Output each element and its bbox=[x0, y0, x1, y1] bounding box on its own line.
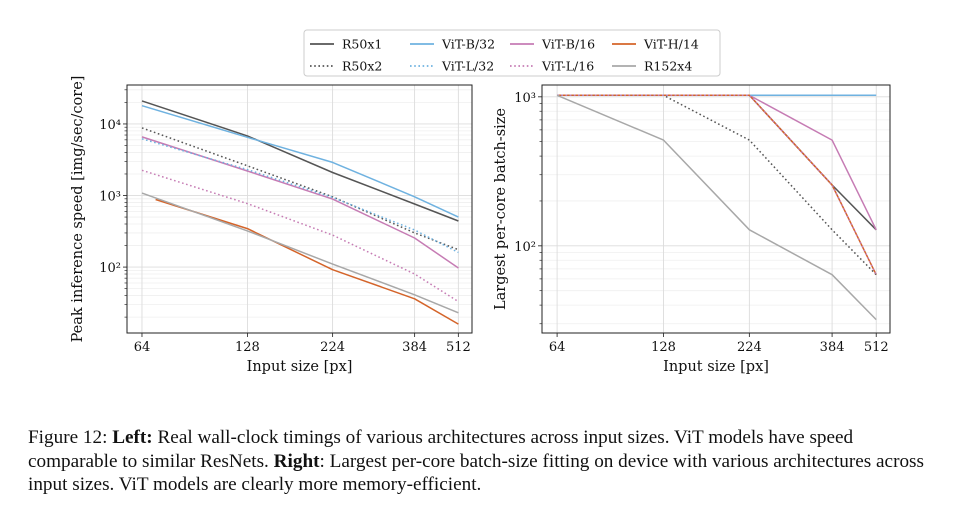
left-y-tick-label: 10⁴ bbox=[99, 118, 121, 133]
legend-label-r152x4: R152x4 bbox=[644, 59, 692, 74]
left-y-tick-label: 10² bbox=[99, 261, 121, 276]
left-series-vit-h-14 bbox=[155, 198, 459, 325]
legend-frame bbox=[303, 29, 721, 77]
left-series-lines bbox=[141, 100, 459, 325]
right-plot: 10² 10³ 64 128 224 384 512 Input size [px] Large… bbox=[493, 84, 891, 375]
left-axes-frame bbox=[126, 84, 473, 334]
right-y-axis-label: Largest per-core batch-size bbox=[493, 108, 509, 310]
left-plot: 10² 10³ 10⁴ 64 128 224 384 512 Input size [px] Pe… bbox=[70, 76, 473, 375]
legend-label-vit-l-32: ViT-L/32 bbox=[441, 59, 494, 74]
right-axes-frame bbox=[541, 84, 891, 334]
right-series-lines bbox=[556, 94, 877, 321]
left-x-tick-label: 64 bbox=[134, 340, 151, 355]
left-x-axis-label: Input size [px] bbox=[247, 359, 353, 375]
right-y-tick-label: 10³ bbox=[514, 91, 536, 106]
legend-label-vit-b-16: ViT-B/16 bbox=[541, 37, 595, 52]
legend-label-vit-h-14: ViT-H/14 bbox=[643, 37, 699, 52]
figure-12: R50x1 ViT-B/32 ViT-B/16 ViT-H/14 R50x2 ViT-L/… bbox=[70, 29, 891, 375]
left-x-tick-label: 128 bbox=[235, 340, 260, 355]
right-series-r152x4 bbox=[556, 94, 877, 321]
right-y-tick-label: 10² bbox=[514, 240, 536, 255]
left-series-vit-b-32 bbox=[141, 104, 459, 218]
left-y-axis-label: Peak inference speed [img/sec/core] bbox=[70, 76, 86, 343]
caption-right-label: Right bbox=[273, 450, 320, 472]
left-y-tick-label: 10³ bbox=[99, 190, 121, 205]
right-x-tick-label: 512 bbox=[864, 340, 889, 355]
caption-left-label: Left: bbox=[112, 427, 153, 448]
left-series-r152x4 bbox=[141, 192, 459, 314]
left-x-tick-label: 384 bbox=[402, 340, 427, 355]
right-x-tick-label: 384 bbox=[820, 340, 845, 355]
right-x-tick-label: 64 bbox=[549, 340, 566, 355]
caption-left-text: Real wall-clock timings of various archi… bbox=[28, 427, 854, 472]
caption-right-text: : Largest per-core batch-size fitting on… bbox=[28, 450, 924, 496]
right-series-vit-l-16 bbox=[557, 94, 877, 276]
caption-prefix: Figure 12: bbox=[28, 427, 113, 448]
left-series-r50x1 bbox=[141, 100, 459, 222]
legend: R50x1 ViT-B/32 ViT-B/16 ViT-H/14 R50x2 ViT-L/… bbox=[303, 29, 721, 77]
left-series-vit-b-16 bbox=[141, 136, 459, 269]
legend-label-r50x2: R50x2 bbox=[342, 59, 382, 74]
left-x-tick-label: 512 bbox=[446, 340, 471, 355]
legend-label-vit-b-32: ViT-B/32 bbox=[441, 37, 495, 52]
legend-label-vit-l-16: ViT-L/16 bbox=[541, 59, 594, 74]
right-x-tick-label: 224 bbox=[737, 340, 762, 355]
left-x-tick-label: 224 bbox=[320, 340, 345, 355]
right-series-vit-h-14 bbox=[557, 94, 877, 276]
right-x-tick-label: 128 bbox=[651, 340, 676, 355]
right-x-axis-label: Input size [px] bbox=[663, 359, 769, 375]
legend-label-r50x1: R50x1 bbox=[342, 37, 382, 52]
figure-caption: Figure 12: Left: Real wall-clock timings… bbox=[28, 426, 944, 497]
right-series-r50x2 bbox=[557, 94, 877, 276]
left-series-r50x2 bbox=[141, 127, 459, 251]
